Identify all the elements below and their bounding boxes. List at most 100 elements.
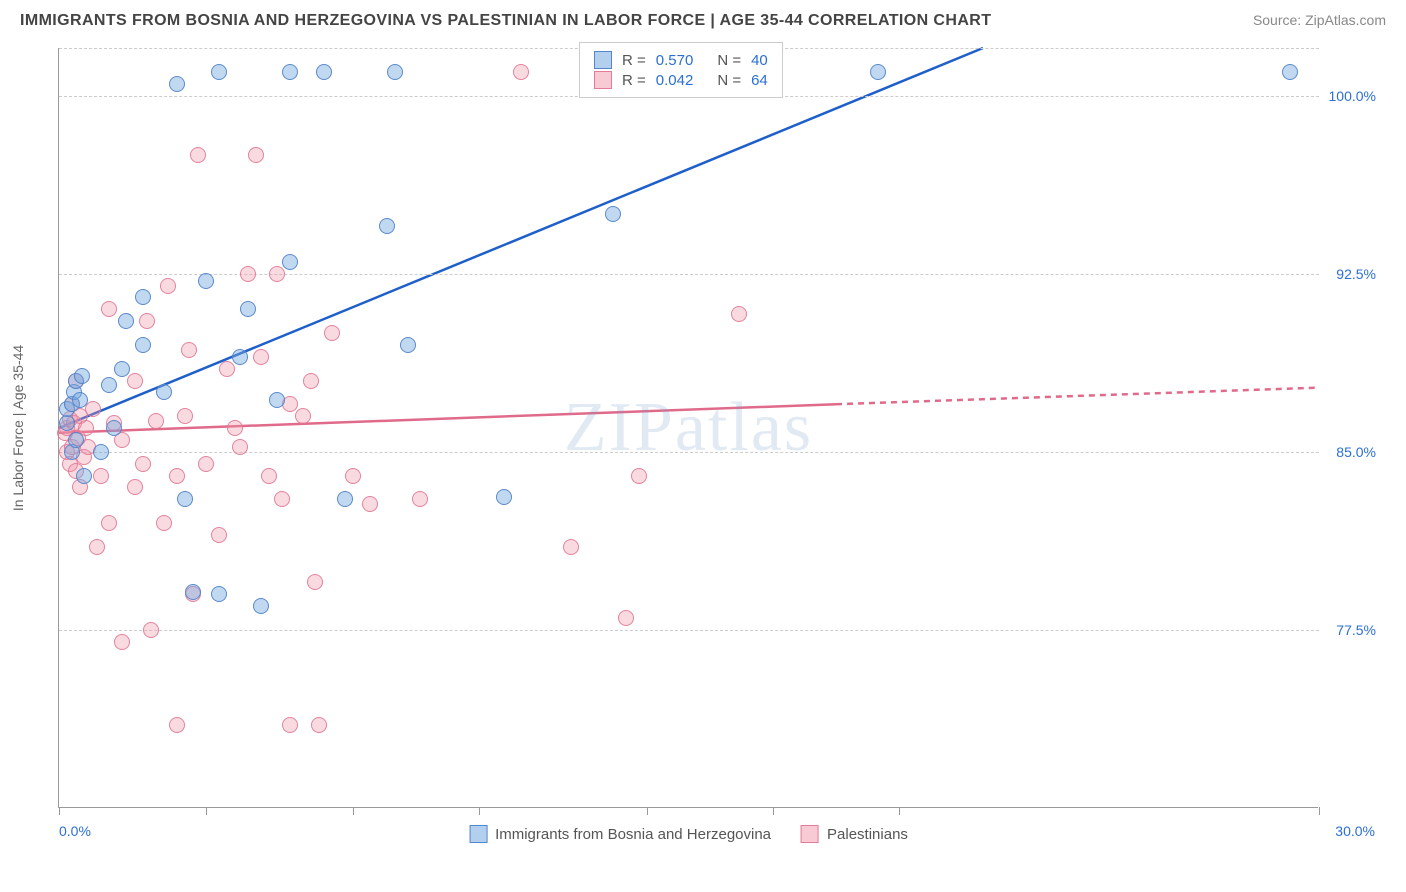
x-tick-label: 0.0% — [59, 823, 91, 839]
data-point — [232, 439, 248, 455]
x-tick — [773, 807, 774, 815]
data-point — [118, 313, 134, 329]
x-tick — [647, 807, 648, 815]
data-point — [274, 491, 290, 507]
data-point — [337, 491, 353, 507]
data-point — [311, 717, 327, 733]
data-point — [303, 373, 319, 389]
x-tick — [479, 807, 480, 815]
legend-swatch — [801, 825, 819, 843]
legend-label: Immigrants from Bosnia and Herzegovina — [495, 826, 771, 843]
x-tick — [59, 807, 60, 815]
data-point — [731, 306, 747, 322]
data-point — [211, 64, 227, 80]
legend-row: R = 0.042N = 64 — [594, 71, 768, 89]
x-tick — [1319, 807, 1320, 815]
data-point — [114, 361, 130, 377]
data-point — [169, 76, 185, 92]
data-point — [232, 349, 248, 365]
data-point — [135, 289, 151, 305]
data-point — [412, 491, 428, 507]
n-label: N = — [717, 52, 741, 69]
data-point — [240, 301, 256, 317]
data-point — [127, 479, 143, 495]
data-point — [261, 468, 277, 484]
data-point — [177, 408, 193, 424]
gridline — [59, 630, 1319, 631]
data-point — [211, 586, 227, 602]
data-point — [324, 325, 340, 341]
plot-area: ZIPatlas R = 0.570N = 40R = 0.042N = 64 … — [58, 48, 1318, 808]
data-point — [76, 468, 92, 484]
data-point — [139, 313, 155, 329]
x-tick — [899, 807, 900, 815]
data-point — [563, 539, 579, 555]
data-point — [198, 456, 214, 472]
data-point — [253, 349, 269, 365]
data-point — [295, 408, 311, 424]
data-point — [211, 527, 227, 543]
data-point — [631, 468, 647, 484]
data-point — [68, 432, 84, 448]
data-point — [219, 361, 235, 377]
data-point — [114, 634, 130, 650]
legend-swatch — [594, 51, 612, 69]
data-point — [227, 420, 243, 436]
data-point — [190, 147, 206, 163]
y-tick-label: 85.0% — [1321, 444, 1376, 460]
data-point — [101, 515, 117, 531]
data-point — [496, 489, 512, 505]
x-tick-label: 30.0% — [1335, 823, 1375, 839]
data-point — [282, 64, 298, 80]
data-point — [143, 622, 159, 638]
plot-wrap: In Labor Force | Age 35-44 ZIPatlas R = … — [58, 48, 1378, 808]
y-axis-label: In Labor Force | Age 35-44 — [10, 345, 26, 511]
data-point — [307, 574, 323, 590]
data-point — [269, 392, 285, 408]
data-point — [160, 278, 176, 294]
gridline — [59, 452, 1319, 453]
y-tick-label: 92.5% — [1321, 266, 1376, 282]
x-tick — [353, 807, 354, 815]
data-point — [240, 266, 256, 282]
legend-swatch — [594, 71, 612, 89]
data-point — [127, 373, 143, 389]
data-point — [74, 368, 90, 384]
data-point — [169, 717, 185, 733]
data-point — [93, 468, 109, 484]
data-point — [282, 254, 298, 270]
data-point — [198, 273, 214, 289]
r-label: R = — [622, 52, 646, 69]
legend-swatch — [469, 825, 487, 843]
data-point — [169, 468, 185, 484]
data-point — [379, 218, 395, 234]
data-point — [181, 342, 197, 358]
data-point — [89, 539, 105, 555]
n-value: 40 — [751, 52, 768, 69]
data-point — [156, 515, 172, 531]
y-tick-label: 77.5% — [1321, 622, 1376, 638]
legend-stats: R = 0.570N = 40R = 0.042N = 64 — [579, 42, 783, 98]
trend-lines — [59, 48, 1319, 808]
data-point — [72, 392, 88, 408]
chart-title: IMMIGRANTS FROM BOSNIA AND HERZEGOVINA V… — [20, 12, 991, 30]
data-point — [148, 413, 164, 429]
data-point — [362, 496, 378, 512]
data-point — [185, 584, 201, 600]
source-label: Source: ZipAtlas.com — [1253, 12, 1386, 28]
data-point — [345, 468, 361, 484]
x-tick — [206, 807, 207, 815]
data-point — [101, 377, 117, 393]
data-point — [513, 64, 529, 80]
data-point — [101, 301, 117, 317]
data-point — [618, 610, 634, 626]
data-point — [156, 384, 172, 400]
data-point — [605, 206, 621, 222]
data-point — [135, 337, 151, 353]
data-point — [1282, 64, 1298, 80]
data-point — [248, 147, 264, 163]
r-value: 0.042 — [656, 72, 694, 89]
data-point — [400, 337, 416, 353]
data-point — [282, 717, 298, 733]
legend-bottom: Immigrants from Bosnia and HerzegovinaPa… — [469, 825, 908, 843]
